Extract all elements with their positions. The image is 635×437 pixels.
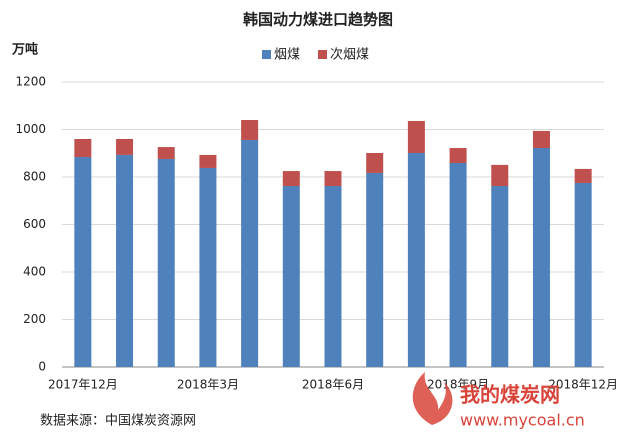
y-tick-label: 0 [38, 360, 46, 374]
y-tick-label: 800 [23, 170, 46, 184]
bar-segment [199, 167, 217, 367]
bar-segment [324, 186, 342, 367]
bar-segment [532, 130, 550, 149]
bar-segment [157, 158, 175, 367]
bar-segment [574, 182, 592, 367]
bar-segment [282, 186, 300, 367]
bar-segment [532, 148, 550, 367]
bar-segment [407, 153, 425, 367]
bar-segment [157, 147, 175, 159]
x-tick-label: 2018年12月 [548, 378, 618, 392]
logo-name: 我的煤炭网 [460, 383, 560, 407]
bar-segment [366, 172, 384, 367]
logo-url: www.mycoal.cn [460, 411, 585, 430]
y-tick-label: 1200 [15, 75, 46, 89]
bar-segment [74, 139, 92, 158]
x-tick-label: 2018年9月 [427, 378, 489, 392]
y-axis-label: 万吨 [11, 42, 38, 58]
y-tick-label: 400 [23, 265, 46, 279]
legend-label: 次烟煤 [330, 47, 369, 63]
legend-swatch [262, 50, 271, 59]
bar-segment [449, 148, 467, 163]
x-tick-label: 2018年3月 [177, 378, 239, 392]
y-tick-label: 1000 [15, 122, 46, 136]
logo-flame [412, 372, 453, 425]
bar-segment [574, 168, 592, 183]
bar-segment [366, 153, 384, 173]
bar-segment [282, 171, 300, 187]
source: 数据来源：中国煤炭资源网 [40, 414, 196, 429]
legend-label: 烟煤 [274, 48, 300, 63]
logo: 我的煤炭网 www.mycoal.cn [412, 372, 585, 430]
x-tick-label: 2018年6月 [302, 378, 364, 392]
bar-segment [116, 154, 134, 367]
bar-segment [491, 186, 509, 367]
bar-segment [491, 164, 509, 187]
bar-segment [116, 139, 134, 155]
bar-segment [407, 120, 425, 154]
bar-segment [449, 162, 467, 367]
chart-title: 韩国动力煤进口趋势图 [243, 11, 393, 29]
bar-segment [324, 171, 342, 187]
bar-segment [199, 154, 217, 168]
legend-swatch [318, 50, 328, 59]
bar-segment [241, 139, 259, 367]
y-tick-label: 200 [23, 312, 46, 326]
x-tick-label: 2017年12月 [48, 378, 118, 392]
bar-segment [74, 157, 92, 367]
y-tick-label: 600 [23, 217, 46, 231]
bar-segment [241, 120, 259, 140]
